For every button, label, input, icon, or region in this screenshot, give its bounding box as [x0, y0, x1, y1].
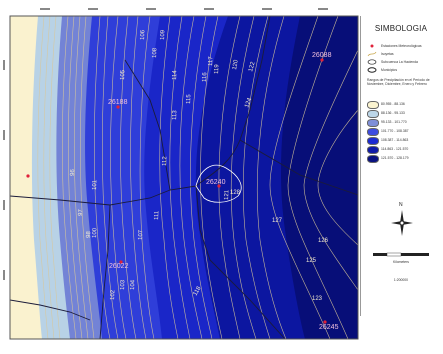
svg-text:104: 104 — [130, 279, 136, 290]
svg-text:108: 108 — [152, 47, 158, 58]
subbasin-outline — [195, 164, 242, 203]
svg-text:103: 103 — [120, 279, 126, 290]
coordinate-tick — [88, 8, 98, 10]
coordinate-tick — [262, 8, 272, 10]
top-coordinate-ticks — [40, 8, 328, 10]
svg-text:121: 121 — [224, 189, 230, 200]
coordinate-tick — [204, 8, 214, 10]
municipality-outline-icon — [367, 67, 377, 73]
municipality-outlines — [10, 16, 358, 339]
ranges-caption: Rangos de Precipitación en el Período de… — [367, 78, 430, 87]
zone-80-88 — [10, 16, 42, 339]
map-body — [10, 16, 358, 339]
coordinate-tick — [318, 8, 328, 10]
legend-panel: SIMBOLOGIA Estaciones Meteorológicas Iso… — [360, 16, 441, 316]
coordinate-tick — [40, 8, 50, 10]
range-label: 114.863 - 121.570 — [381, 147, 409, 151]
station-marker — [26, 174, 30, 178]
isohyet-line-icon — [367, 51, 377, 57]
station-label: 26188 — [108, 99, 128, 106]
coordinate-tick — [146, 8, 156, 10]
range-label: 101.770 - 108.387 — [381, 129, 409, 133]
map-frame — [9, 15, 359, 340]
north-arrow-icon — [391, 210, 413, 236]
svg-text:102: 102 — [110, 289, 116, 300]
range-label: 108.387 - 114.863 — [381, 138, 409, 142]
range-swatch — [367, 110, 379, 118]
svg-text:97: 97 — [78, 209, 84, 217]
svg-text:98: 98 — [86, 231, 92, 239]
station-marker — [116, 105, 120, 109]
svg-text:114: 114 — [172, 70, 178, 80]
scale-ratio: 1:200000 — [393, 278, 409, 282]
station-marker — [323, 320, 327, 324]
range-swatch — [367, 137, 379, 145]
range-label: 121.570 - 128.179 — [381, 156, 409, 160]
subbasin-outline-icon — [367, 59, 377, 65]
station-label: 26240 — [206, 179, 226, 186]
legend-symbol-label: Subcuenca La Hacienda — [381, 60, 418, 64]
station-marker — [320, 58, 324, 62]
svg-text:100: 100 — [92, 227, 98, 238]
legend-symbol-label: Municipios — [381, 68, 398, 72]
svg-text:128: 128 — [230, 190, 241, 196]
weather-stations: 26088 26188 26240 26022 26245 — [26, 52, 339, 331]
svg-text:124: 124 — [244, 97, 253, 109]
svg-text:96: 96 — [70, 169, 76, 177]
legend-symbol-label: Isoyetas — [381, 52, 394, 56]
range-label: 88.136 - 95.133 — [381, 111, 405, 115]
svg-text:101: 101 — [92, 179, 98, 190]
scale-unit: Kilometers — [392, 260, 410, 264]
left-coordinate-ticks — [3, 60, 5, 280]
svg-text:127: 127 — [272, 218, 283, 224]
range-label: 80.955 - 88.136 — [381, 102, 405, 106]
svg-text:119: 119 — [214, 64, 220, 74]
station-marker — [119, 260, 123, 264]
isohyet-lines — [37, 16, 358, 339]
legend-title: SIMBOLOGIA — [374, 24, 428, 33]
svg-text:123: 123 — [312, 296, 323, 302]
svg-text:109: 109 — [160, 29, 166, 40]
range-swatch — [367, 101, 379, 109]
svg-text:111: 111 — [154, 210, 160, 220]
svg-text:106: 106 — [140, 29, 146, 40]
range-swatch — [367, 155, 379, 163]
range-label: 95.133 - 101.770 — [381, 120, 407, 124]
svg-text:126: 126 — [318, 238, 329, 244]
range-swatch — [367, 128, 379, 136]
svg-text:122: 122 — [248, 61, 257, 73]
svg-text:117: 117 — [208, 56, 214, 66]
range-swatch — [367, 146, 379, 154]
red-dot-icon — [370, 44, 374, 48]
isohyet-labels: 96 97 98 100 101 102 103 104 105 106 107… — [70, 29, 329, 302]
svg-text:120: 120 — [232, 59, 240, 71]
svg-text:125: 125 — [306, 258, 317, 264]
svg-text:105: 105 — [120, 69, 126, 80]
svg-text:112: 112 — [162, 156, 168, 166]
svg-text:107: 107 — [138, 229, 144, 240]
svg-text:115: 115 — [186, 94, 192, 104]
range-swatch — [367, 119, 379, 127]
svg-text:113: 113 — [172, 110, 178, 120]
station-label: 26088 — [312, 52, 332, 59]
svg-text:116: 116 — [202, 72, 208, 82]
station-label: 26245 — [319, 324, 339, 331]
north-label: N — [399, 202, 403, 208]
scale-bar — [373, 252, 429, 257]
station-marker — [217, 184, 221, 188]
svg-text:118: 118 — [193, 285, 203, 297]
station-label: 26022 — [109, 263, 129, 270]
legend-symbol-label: Estaciones Meteorológicas — [381, 44, 422, 48]
